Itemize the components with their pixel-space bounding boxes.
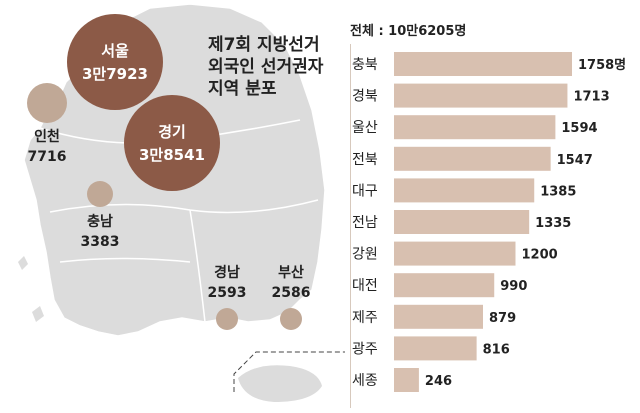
title-line-2: 외국인 선거권자 <box>208 57 324 77</box>
bubble-busan: 부산 2586 <box>272 264 311 330</box>
bubble-gyeongnam-circle <box>216 308 238 330</box>
province-border-3 <box>189 209 206 323</box>
bubble-incheon-circle <box>27 83 67 123</box>
bubble-incheon-name: 인천 <box>34 128 60 145</box>
bubble-seoul-name: 서울 <box>101 42 129 60</box>
bubble-busan-value: 2586 <box>272 285 311 301</box>
bar-1 <box>394 83 568 108</box>
bar-category-8: 제주 <box>352 310 378 326</box>
bar-value-0: 1758명 <box>578 57 626 73</box>
bubble-chungnam-value: 3383 <box>81 234 120 250</box>
bar-0 <box>394 52 572 76</box>
bar-category-0: 충북 <box>352 57 378 73</box>
bar-value-5: 1335 <box>535 216 571 231</box>
bubble-gyeongnam: 경남 2593 <box>208 264 247 330</box>
bar-value-9: 816 <box>483 342 510 357</box>
bar-9 <box>394 336 477 361</box>
island-small-1 <box>32 306 44 322</box>
bar-category-3: 전북 <box>352 152 378 168</box>
bar-value-6: 1200 <box>522 248 558 263</box>
bar-value-8: 879 <box>489 311 516 326</box>
inset-frame-line <box>233 351 345 392</box>
bar-2 <box>394 115 556 140</box>
jeju-island-shape <box>238 365 322 402</box>
bar-7 <box>394 273 495 298</box>
bar-category-2: 울산 <box>352 120 378 136</box>
bar-value-7: 990 <box>500 279 527 294</box>
bar-6 <box>394 241 516 266</box>
bar-category-1: 경북 <box>352 89 378 105</box>
bar-8 <box>394 304 483 329</box>
bubble-chungnam: 충남 3383 <box>81 181 120 250</box>
total-label: 전체 : 10만6205명 <box>350 24 467 39</box>
bar-value-3: 1547 <box>557 153 593 168</box>
bubble-gyeonggi-circle <box>124 95 220 191</box>
bar-axis-line <box>350 44 351 408</box>
province-border-4 <box>59 257 191 263</box>
bubble-seoul-circle <box>67 14 163 110</box>
korea-map: 서울 3만7923 경기 3만8541 인천 7716 충남 3383 경남 2… <box>18 3 345 402</box>
bar-3 <box>394 146 551 171</box>
bar-category-4: 대구 <box>352 183 378 199</box>
bubble-gyeonggi: 경기 3만8541 <box>124 95 220 191</box>
bubble-gyeonggi-value: 3만8541 <box>139 146 205 164</box>
bar-category-7: 대전 <box>352 278 378 294</box>
title-line-3: 지역 분포 <box>208 79 277 99</box>
bar-4 <box>394 178 535 203</box>
bar-category-9: 광주 <box>352 341 378 357</box>
island-small-2 <box>18 256 28 270</box>
bar-value-10: 246 <box>425 374 452 389</box>
bubble-seoul: 서울 3만7923 <box>67 14 163 110</box>
bubble-chungnam-name: 충남 <box>87 213 113 230</box>
bubble-incheon-value: 7716 <box>28 149 67 165</box>
bar-category-10: 세종 <box>352 373 378 389</box>
bar-category-5: 전남 <box>352 215 378 231</box>
bubble-gyeongnam-name: 경남 <box>214 264 240 281</box>
bar-10 <box>394 368 419 392</box>
bar-category-6: 강원 <box>352 247 378 263</box>
bar-value-4: 1385 <box>540 184 576 199</box>
bubble-chungnam-circle <box>87 181 113 207</box>
bubble-busan-name: 부산 <box>278 264 304 281</box>
bubble-gyeongnam-value: 2593 <box>208 285 247 301</box>
bar-value-2: 1594 <box>561 121 597 136</box>
bubble-incheon: 인천 7716 <box>27 83 67 165</box>
bubble-seoul-value: 3만7923 <box>82 65 148 83</box>
bar-value-1: 1713 <box>573 90 609 105</box>
bar-5 <box>394 210 530 234</box>
title-line-1: 제7회 지방선거 <box>208 35 320 55</box>
bubble-busan-circle <box>280 308 302 330</box>
bubble-gyeonggi-name: 경기 <box>158 123 186 141</box>
